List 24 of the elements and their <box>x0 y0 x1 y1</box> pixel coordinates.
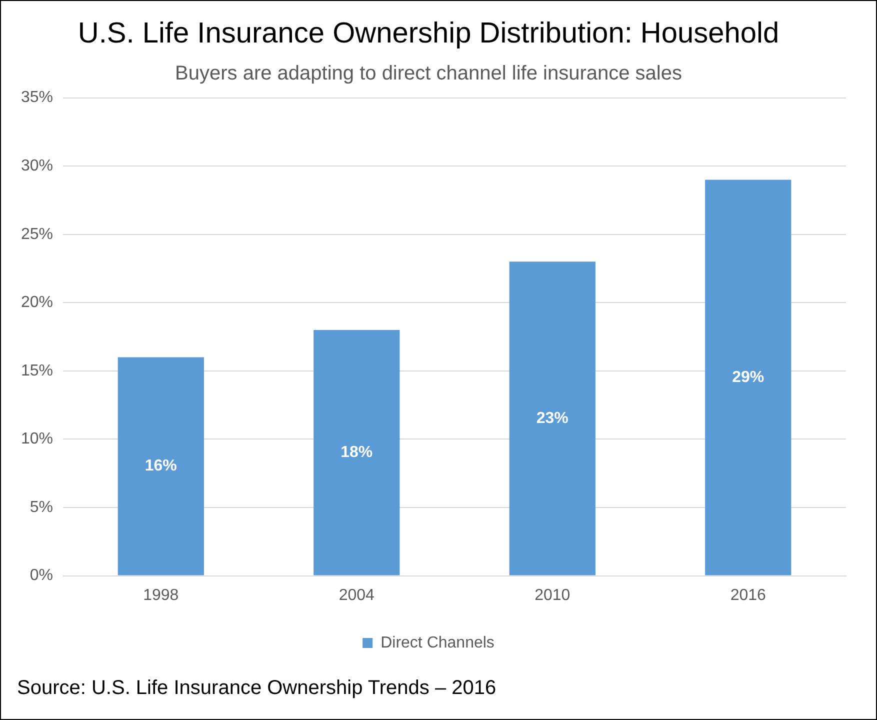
text: 18% <box>340 444 373 462</box>
y-tick-label: 35% <box>20 89 54 106</box>
y-tick-label: 25% <box>20 226 54 243</box>
source-note: Source: U.S. Life Insurance Ownership Trends – 2016 <box>17 677 496 700</box>
legend-label: Direct Channels <box>380 634 494 652</box>
y-tick-label: 10% <box>20 430 54 448</box>
y-tick-label: 15% <box>20 362 54 380</box>
x-tick-label: 2010 <box>534 586 570 604</box>
bar <box>314 330 400 576</box>
y-tick-label: 20% <box>20 294 54 312</box>
x-tick-label: 2004 <box>338 586 375 604</box>
bar <box>705 180 792 576</box>
bar <box>118 357 204 576</box>
bar <box>509 262 596 576</box>
y-tick-label: 30% <box>20 157 54 174</box>
y-tick-label: 0% <box>30 567 54 584</box>
text: 23% <box>536 410 568 427</box>
chart-subtitle: Buyers are adapting to direct channel life insurance sales <box>175 62 682 84</box>
x-tick-label: 1998 <box>143 586 179 604</box>
text: 16% <box>144 458 177 475</box>
x-tick-label: 2016 <box>730 586 766 604</box>
y-tick-label: 5% <box>30 498 54 516</box>
text: 29% <box>732 368 764 386</box>
chart-title: U.S. Life Insurance Ownership Distribution: Household <box>78 17 780 50</box>
